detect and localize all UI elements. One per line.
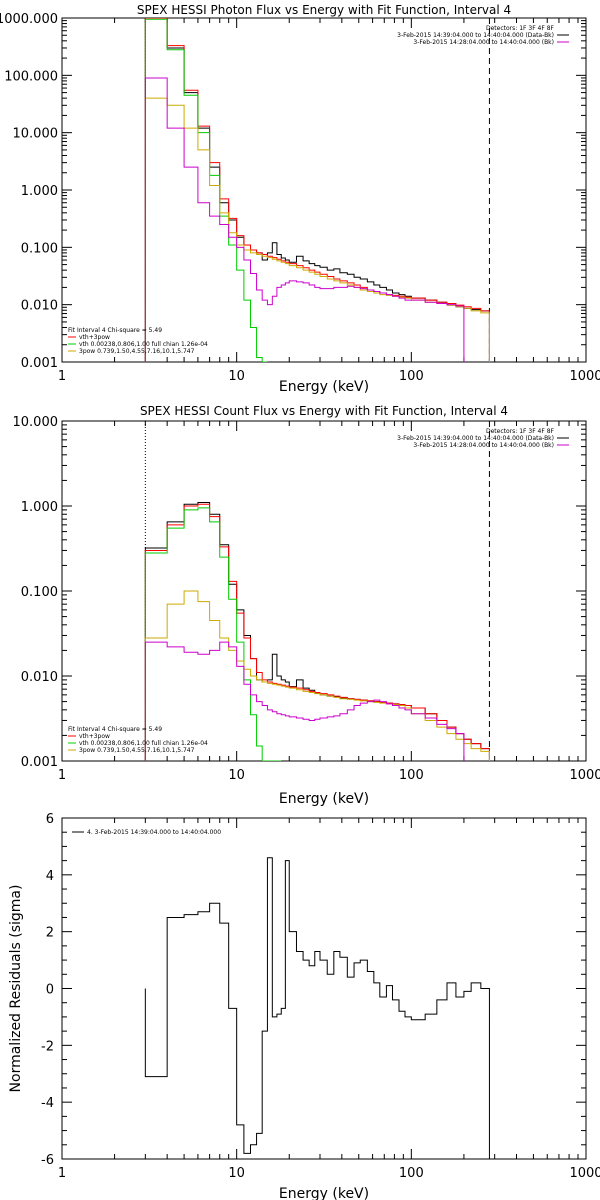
plot-frame — [61, 817, 587, 1160]
legend-top-entry: Detectors: 1F 3F 4F 8F — [486, 25, 555, 32]
legend-bottom-entry: vth+3pow — [79, 733, 110, 740]
y-tick-label: 10.000 — [13, 415, 59, 430]
x-axis-label: Energy (keV) — [279, 791, 369, 807]
legend-bottom-entry: vth 0.00238,0.806,1.00 full chian 1.26e-… — [79, 740, 208, 747]
y-tick-label: 0 — [46, 983, 54, 998]
legend-bottom-entry: Fit Interval 4 Chi-square = 5.49 — [68, 327, 162, 334]
y-tick-label: 2 — [46, 926, 54, 941]
x-axis-label: Energy (keV) — [279, 1186, 369, 1200]
series-2-line — [144, 18, 268, 362]
y-tick-label: 0.100 — [21, 241, 58, 256]
chart-panel-3: 1 10 100 1000 Energy (keV) -6 -4 -2 0 2 4 6 Normaliz… — [8, 812, 600, 1200]
y-tick-label: 0.010 — [21, 670, 58, 685]
plot-frame — [61, 420, 587, 762]
x-tick-label: 1000 — [569, 768, 600, 783]
y-tick-label: -4 — [41, 1096, 54, 1111]
legend-bottom-entry: 3pow 0.739,1.50,4.55,7.16,10.1,5.747 — [79, 348, 195, 355]
series-layer — [144, 501, 490, 761]
x-tick-label: 1000 — [569, 369, 600, 384]
y-tick-label: 0.001 — [21, 356, 58, 371]
legend-top-right: Detectors: 1F 3F 4F 8F3-Feb-2015 14:39:0… — [397, 25, 569, 46]
series-3-line — [144, 97, 490, 362]
series-1-line — [144, 503, 490, 761]
y-tick-label: 1.000 — [21, 184, 58, 199]
series-3-line — [144, 590, 490, 761]
x-tick-label: 10 — [228, 369, 245, 384]
chart-title: SPEX HESSI Photon Flux vs Energy with Fi… — [137, 3, 511, 17]
x-tick-label: 100 — [399, 768, 424, 783]
y-tick-label: -6 — [41, 1153, 54, 1168]
x-tick-label: 1000 — [569, 1166, 600, 1181]
x-tick-label: 100 — [399, 1166, 424, 1181]
y-tick-label: 6 — [46, 812, 54, 827]
legend-bottom-entry: vth 0.00238,0.806,1.00 full chian 1.26e-… — [79, 341, 208, 348]
legend-bottom-left: Fit Interval 4 Chi-square = 5.49vth+3pow… — [68, 327, 208, 355]
series-0-line — [144, 857, 490, 1159]
legend: 4. 3-Feb-2015 14:39:04.000 to 14:40:04.0… — [72, 829, 221, 836]
series-layer — [144, 857, 490, 1159]
chart-title: SPEX HESSI Count Flux vs Energy with Fit… — [140, 404, 508, 418]
x-tick-label: 1 — [58, 369, 66, 384]
y-tick-label: 0.010 — [21, 299, 58, 314]
series-0-line — [144, 18, 490, 362]
y-tick-label: 4 — [46, 869, 54, 884]
legend-top-entry: 3-Feb-2015 14:39:04.000 to 14:40:04.000 … — [397, 32, 554, 39]
legend-top-right: Detectors: 1F 3F 4F 8F3-Feb-2015 14:39:0… — [397, 428, 569, 449]
chart-panel-1: SPEX HESSI Photon Flux vs Energy with Fi… — [0, 3, 600, 395]
series-4-line — [144, 77, 465, 362]
x-tick-label: 10 — [228, 1166, 245, 1181]
y-tick-label: 1.000 — [21, 500, 58, 515]
legend-bottom-entry: Fit Interval 4 Chi-square = 5.49 — [68, 726, 162, 733]
x-tick-label: 1 — [58, 1166, 66, 1181]
x-tick-label: 10 — [228, 768, 245, 783]
x-axis: 1 10 100 1000 — [58, 18, 600, 384]
legend-top-entry: 3-Feb-2015 14:28:04.000 to 14:40:04.000 … — [413, 39, 554, 46]
y-tick-label: 100.000 — [4, 69, 58, 84]
y-axis-label: Normalized Residuals (sigma) — [8, 885, 24, 1093]
series-1-line — [144, 18, 490, 362]
chart-panel-2: SPEX HESSI Count Flux vs Energy with Fit… — [13, 404, 600, 807]
x-tick-label: 100 — [399, 369, 424, 384]
series-0-line — [144, 501, 490, 761]
y-tick-label: 0.001 — [21, 755, 58, 770]
legend-entry: 4. 3-Feb-2015 14:39:04.000 to 14:40:04.0… — [87, 829, 221, 836]
x-axis: 1 10 100 1000 — [58, 818, 600, 1181]
legend-top-entry: 3-Feb-2015 14:28:04.000 to 14:40:04.000 … — [413, 442, 554, 449]
y-tick-label: 1000.000 — [0, 12, 58, 27]
series-layer — [144, 18, 490, 362]
legend-top-entry: 3-Feb-2015 14:39:04.000 to 14:40:04.000 … — [397, 435, 554, 442]
x-axis-label: Energy (keV) — [279, 379, 369, 395]
y-tick-label: -2 — [41, 1039, 54, 1054]
y-tick-label: 10.000 — [13, 127, 59, 142]
series-4-line — [144, 641, 465, 761]
y-axis: -6 -4 -2 0 2 4 6 — [41, 812, 586, 1168]
y-tick-label: 0.100 — [21, 585, 58, 600]
y-axis: 0.001 0.010 0.100 1.000 10.000 — [13, 415, 586, 770]
legend-bottom-entry: 3pow 0.739,1.50,4.55,7.16,10.1,5.747 — [79, 747, 195, 754]
y-axis: 0.001 0.010 0.100 1.000 10.000 100.000 1000.00… — [0, 12, 586, 371]
legend-bottom-entry: vth+3pow — [79, 334, 110, 341]
legend-top-entry: Detectors: 1F 3F 4F 8F — [486, 428, 555, 435]
series-2-line — [144, 507, 282, 761]
legend-bottom-left: Fit Interval 4 Chi-square = 5.49vth+3pow… — [68, 726, 208, 754]
x-tick-label: 1 — [58, 768, 66, 783]
plot-frame — [61, 17, 587, 363]
